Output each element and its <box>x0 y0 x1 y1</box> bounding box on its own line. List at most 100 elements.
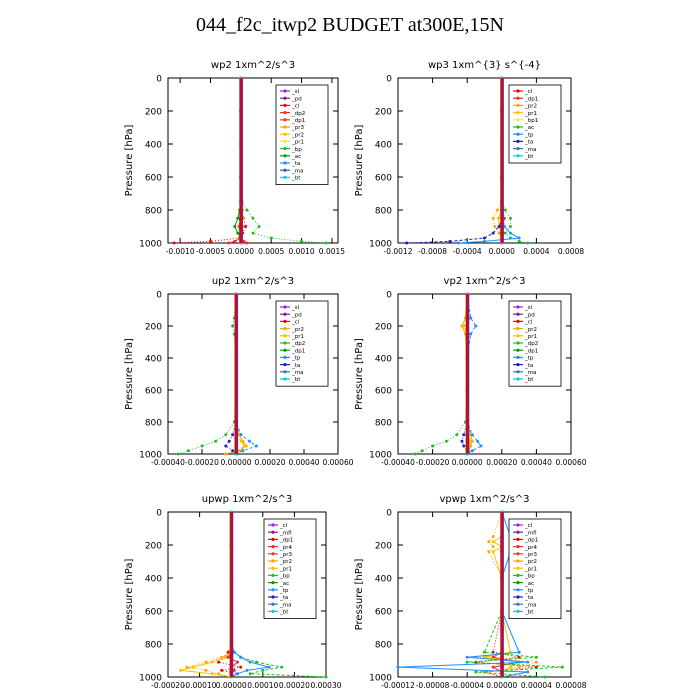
legend-entry: _cl <box>524 523 533 529</box>
legend-marker <box>516 96 520 100</box>
legend-entry: _dp2 <box>291 111 305 117</box>
x-tick-label: 0.00030 <box>310 681 341 690</box>
legend-marker <box>283 139 287 143</box>
data-point <box>448 239 452 243</box>
x-tick-label: 0.00010 <box>247 681 278 690</box>
data-point <box>413 452 417 456</box>
data-point <box>217 660 221 664</box>
legend-entry: _pr3 <box>291 125 305 131</box>
data-point <box>231 433 235 437</box>
y-tick-label: 1000 <box>369 674 392 684</box>
data-point <box>543 675 547 679</box>
data-point <box>224 452 228 456</box>
data-point <box>526 660 530 664</box>
data-point <box>405 241 409 245</box>
data-point <box>223 655 227 659</box>
legend-marker <box>283 175 287 179</box>
legend-entry: _ta <box>524 595 533 601</box>
y-tick-label: 0 <box>156 509 162 519</box>
data-point <box>227 439 231 443</box>
x-tick-label: 0.00020 <box>254 458 285 467</box>
data-point <box>248 660 252 664</box>
y-tick-label: 0 <box>156 75 162 85</box>
legend-entry: _pr1 <box>524 334 537 340</box>
x-tick-label: -0.00020 <box>151 681 185 690</box>
data-point <box>508 216 512 220</box>
data-point <box>491 540 495 544</box>
x-tick-label: 0.0000 <box>489 247 515 256</box>
x-tick-label: -0.0005 <box>196 247 225 256</box>
legend-marker <box>516 103 520 107</box>
data-point <box>245 241 249 245</box>
legend-marker <box>516 111 520 115</box>
legend-marker <box>516 154 520 158</box>
legend-entry: _ac <box>524 581 534 587</box>
legend-marker <box>283 161 287 165</box>
legend-marker <box>283 89 287 93</box>
legend-entry: _cl <box>524 320 533 326</box>
data-point <box>242 239 246 243</box>
legend-entry: _ma <box>279 602 291 608</box>
legend-marker <box>271 523 275 527</box>
legend-marker <box>516 132 520 136</box>
legend: _sl_pd _cl_pr2_pr1_dp2_dp1 _tp_ta_ma_bt <box>508 300 562 387</box>
y-tick-label: 1000 <box>139 674 162 684</box>
legend-marker <box>516 552 520 556</box>
data-point <box>420 449 424 453</box>
legend-entry: _cl <box>524 89 533 95</box>
data-point <box>560 665 564 669</box>
legend-entry: _bp <box>291 147 302 153</box>
legend-marker <box>283 355 287 359</box>
legend-marker <box>516 609 520 614</box>
x-tick-label: -0.00020 <box>185 458 219 467</box>
data-point <box>227 241 231 245</box>
data-point <box>210 660 214 664</box>
legend-entry: _tp <box>291 356 301 362</box>
legend-marker <box>516 523 520 527</box>
y-tick-label: 600 <box>145 174 162 184</box>
legend-entry: _dp1 <box>524 348 538 354</box>
legend-marker <box>271 588 275 592</box>
x-tick-label: -0.00012 <box>381 681 415 690</box>
data-point <box>261 668 265 672</box>
data-point <box>239 439 243 443</box>
y-tick-label: 1000 <box>139 240 162 250</box>
legend-entry: _pr3 <box>524 552 538 558</box>
data-point <box>220 668 224 672</box>
data-point <box>517 236 521 240</box>
data-point <box>236 231 240 235</box>
legend-marker <box>516 377 520 381</box>
data-point <box>324 241 328 245</box>
data-point <box>176 452 180 456</box>
legend-marker <box>516 581 520 585</box>
legend-marker <box>516 588 520 592</box>
data-point <box>491 550 495 554</box>
data-point <box>457 241 461 245</box>
legend-marker <box>516 341 520 345</box>
data-point <box>214 439 218 443</box>
legend-entry: _pr2 <box>279 559 292 565</box>
legend-marker <box>516 559 520 563</box>
legend-marker <box>271 552 275 556</box>
y-tick-label: 200 <box>375 108 392 118</box>
legend-entry: _ta <box>291 363 300 369</box>
y-tick-label: 600 <box>145 608 162 618</box>
legend-marker <box>283 348 287 352</box>
y-tick-label: 800 <box>375 419 392 429</box>
data-point <box>179 668 183 672</box>
data-point <box>508 665 512 669</box>
legend-marker <box>271 573 275 578</box>
legend-marker <box>271 602 275 606</box>
legend-marker <box>516 319 520 323</box>
y-axis-label: Pressure [hPa] <box>124 338 135 410</box>
data-point <box>204 668 208 672</box>
legend-entry: _bt <box>291 176 301 182</box>
legend-marker <box>271 595 275 599</box>
legend-marker <box>283 154 287 158</box>
legend-marker <box>283 370 287 374</box>
y-axis-label: Pressure [hPa] <box>124 559 135 631</box>
legend: _cl_dp1 _pr2_pr1_bp1_ac_tp _ta_ma_bt <box>508 84 562 164</box>
x-tick-label: -0.0008 <box>418 247 447 256</box>
data-point <box>186 449 190 453</box>
